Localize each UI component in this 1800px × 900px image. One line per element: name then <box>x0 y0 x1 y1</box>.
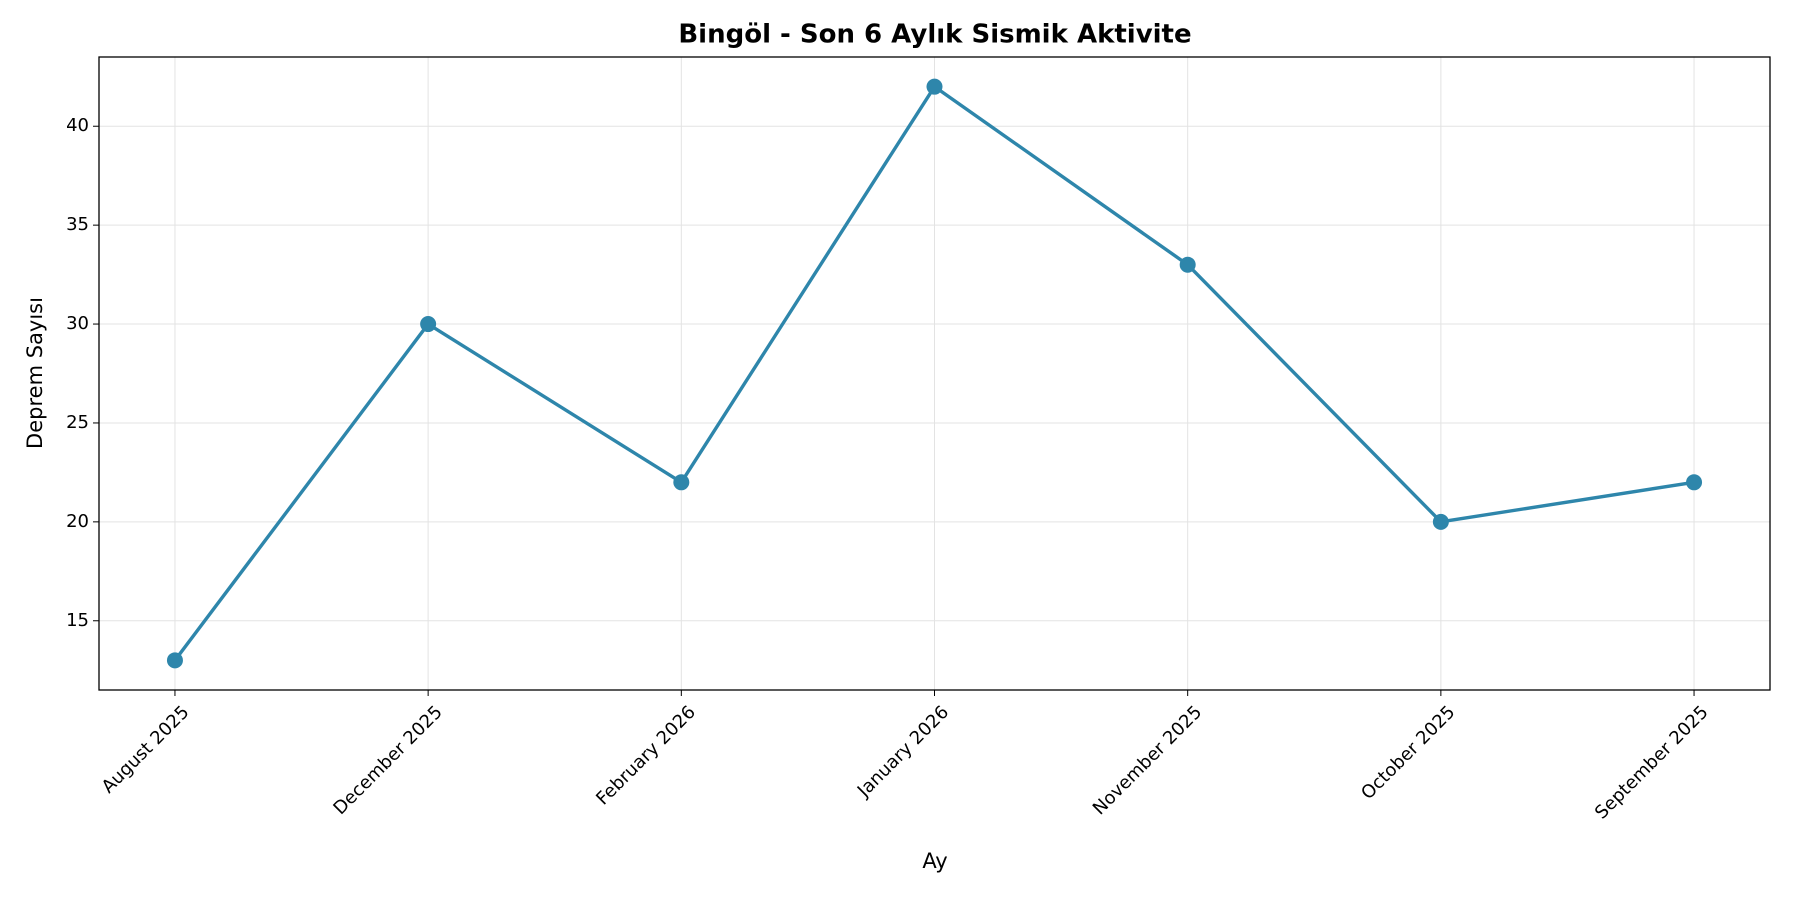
x-tick-label: October 2025 <box>1357 702 1459 804</box>
y-tick-label: 15 <box>66 610 89 631</box>
y-tick-label: 20 <box>66 511 89 532</box>
y-tick-label: 25 <box>66 412 89 433</box>
x-tick-label: November 2025 <box>1089 702 1207 820</box>
x-tick-label: February 2026 <box>592 702 700 810</box>
point <box>673 474 690 491</box>
y-tick-label: 30 <box>66 313 89 334</box>
plot-frame <box>98 56 1771 691</box>
point <box>166 652 183 669</box>
y-tick-label: 40 <box>66 115 89 136</box>
x-tick-label: January 2026 <box>853 702 953 802</box>
x-axis-label: Ay <box>922 849 947 873</box>
x-tick-label: August 2025 <box>98 702 194 798</box>
point <box>1432 513 1449 530</box>
point <box>420 316 437 333</box>
y-tick-label: 35 <box>66 214 89 235</box>
chart-title: Bingöl - Son 6 Aylık Sismik Aktivite <box>678 20 1191 50</box>
y-axis-label: Deprem Sayısı <box>23 297 47 449</box>
point <box>1179 256 1196 273</box>
point <box>926 78 943 95</box>
point <box>1686 474 1703 491</box>
x-tick-label: December 2025 <box>329 702 446 819</box>
x-tick-label: September 2025 <box>1591 702 1713 824</box>
